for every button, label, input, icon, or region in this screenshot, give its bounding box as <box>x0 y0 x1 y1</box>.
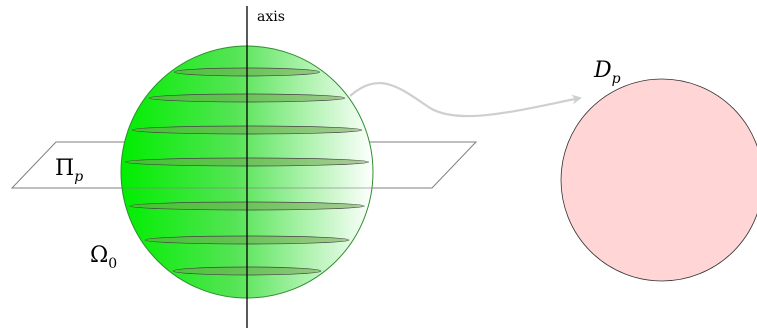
plane-label-main: Π <box>55 156 74 181</box>
disk-label-main: D <box>593 58 612 83</box>
body-label-main: Ω <box>90 243 108 268</box>
axis-label: axis <box>257 9 285 25</box>
plane-label: Πp <box>55 156 83 185</box>
plane-label-sub: p <box>74 169 83 185</box>
disk-label-sub: p <box>612 71 621 87</box>
disk-dp <box>560 78 757 282</box>
body-label-sub: 0 <box>108 256 117 272</box>
disk-label: Dp <box>593 58 621 87</box>
body-label: Ω0 <box>90 243 117 272</box>
mapping-arrow <box>349 81 582 118</box>
